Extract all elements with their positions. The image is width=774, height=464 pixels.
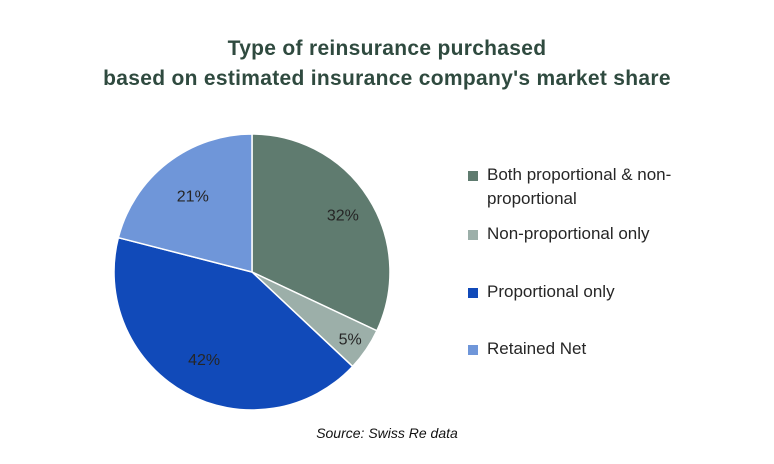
- slice-data-label: 42%: [188, 352, 220, 369]
- legend-item-non-proportional: Non-proportional only: [468, 222, 758, 246]
- slice-data-label: 32%: [327, 207, 359, 224]
- pie-slice-2: [113, 236, 354, 411]
- legend-swatch: [468, 171, 478, 181]
- legend-label: Proportional only: [487, 282, 615, 301]
- legend-item-retained-net: Retained Net: [468, 337, 758, 361]
- source-note: Source: Swiss Re data: [316, 425, 458, 441]
- legend-label: Retained Net: [487, 339, 587, 358]
- chart-title: Type of reinsurance purchased based on e…: [0, 34, 774, 94]
- legend-swatch: [468, 230, 478, 240]
- legend-label-continued: proportional: [487, 189, 577, 208]
- legend-swatch: [468, 288, 478, 298]
- legend-swatch: [468, 345, 478, 355]
- slice-data-label: 5%: [339, 332, 362, 349]
- legend-label: Both proportional & non-: [487, 165, 672, 184]
- slice-data-label: 21%: [177, 189, 209, 206]
- pie-slice-0: [251, 133, 391, 332]
- legend-item-proportional-only: Proportional only: [468, 280, 758, 304]
- chart-title-line-1: Type of reinsurance purchased: [227, 37, 547, 60]
- chart-title-line-2: based on estimated insurance company's m…: [103, 67, 671, 90]
- legend-item-both-proportional: Both proportional & non- proportional: [468, 163, 758, 211]
- legend-label: Non-proportional only: [487, 224, 650, 243]
- pie-slice-3: [117, 133, 253, 273]
